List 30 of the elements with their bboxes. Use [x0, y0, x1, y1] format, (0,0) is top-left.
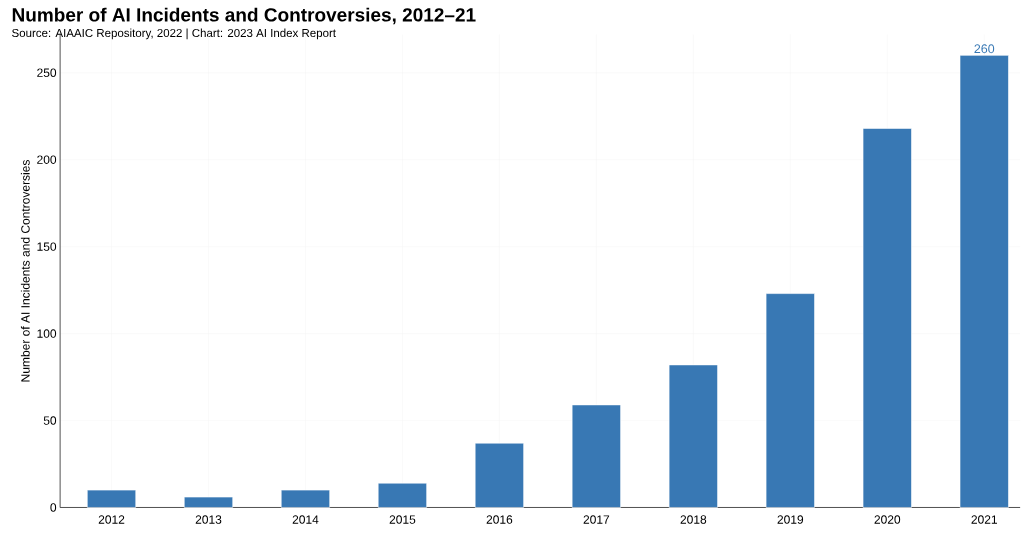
x-tick-label: 2013	[195, 515, 222, 524]
chart-title: Number of AI Incidents and Controversies, 2012–21	[12, 7, 476, 25]
bar	[280, 489, 330, 508]
x-tick-label: 2021	[971, 515, 997, 524]
bar	[183, 496, 234, 508]
x-tick-label: 2012	[98, 515, 125, 524]
y-tick-label: 250	[37, 68, 57, 77]
x-tick-label: 2017	[583, 515, 610, 524]
data-label: 260	[974, 44, 995, 54]
bar	[474, 442, 524, 508]
x-tick-label: 2019	[777, 515, 804, 524]
bar	[862, 128, 912, 508]
bar	[668, 364, 718, 508]
y-tick-label: 200	[37, 155, 57, 164]
bar	[959, 55, 1009, 508]
bar	[571, 404, 621, 508]
annotation: Source: AIAAIC Repository, 2022 | Chart: 2023 AI Index Report	[12, 28, 336, 40]
x-tick-label: 2018	[680, 515, 707, 524]
bar	[765, 293, 815, 508]
y-tick-label: 150	[37, 242, 57, 251]
y-axis-title: Number of AI Incidents and Controversies	[20, 160, 30, 382]
y-tick-label: 50	[43, 416, 57, 425]
x-tick-label: 2014	[292, 515, 319, 524]
x-tick-label: 2015	[389, 515, 416, 524]
y-tick-label: 0	[50, 503, 57, 512]
y-tick-label: 100	[37, 329, 57, 338]
bar	[86, 489, 137, 508]
bar	[377, 482, 427, 508]
x-tick-label: 2020	[874, 515, 901, 524]
x-tick-label: 2016	[486, 515, 513, 524]
